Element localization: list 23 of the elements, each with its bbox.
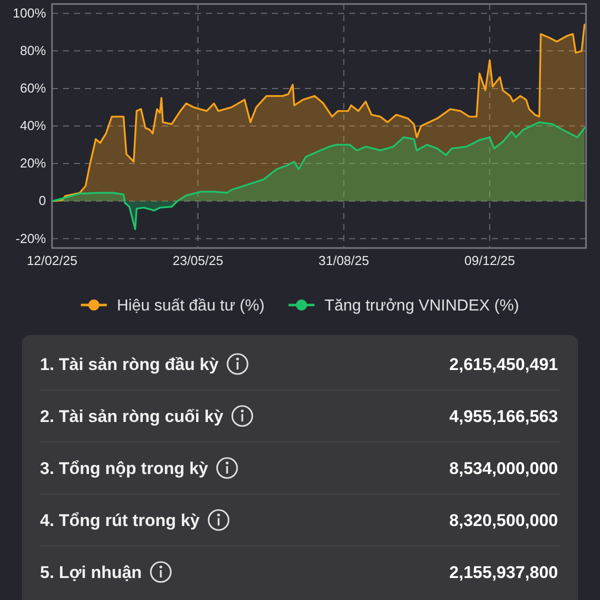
- text: 2,615,450,491: [449, 354, 558, 374]
- y-tick-label: 100%: [12, 6, 46, 21]
- y-tick-label: 60%: [20, 80, 46, 96]
- text: 2,155,937,800: [449, 562, 558, 582]
- x-tick-label: 23/05/25: [172, 253, 224, 268]
- category-label: 2. Tài sản ròng cuối kỳ: [40, 406, 224, 426]
- category-label: 3. Tổng nộp trong kỳ: [40, 458, 209, 478]
- category-label: 1. Tài sản ròng đầu kỳ: [40, 354, 220, 374]
- legend-label: Hiệu suất đầu tư (%): [116, 298, 265, 315]
- text: 8,534,000,000: [449, 458, 558, 478]
- x-tick-label: 12/02/25: [26, 253, 78, 268]
- y-tick-label: 20%: [20, 156, 46, 171]
- y-tick-label: 0: [38, 193, 46, 208]
- legend-label: Tăng trưởng VNINDEX (%): [324, 298, 520, 315]
- y-tick-label: 40%: [20, 118, 46, 134]
- text: 4,955,166,563: [449, 406, 558, 426]
- x-tick-label: 09/12/25: [464, 253, 516, 268]
- y-tick-label: 80%: [20, 43, 46, 58]
- y-tick-label: -20%: [16, 230, 46, 246]
- category-label: 5. Lợi nhuận: [40, 562, 142, 582]
- x-tick-label: 31/08/25: [318, 253, 370, 268]
- text: 8,320,500,000: [449, 510, 558, 530]
- category-label: 4. Tổng rút trong kỳ: [40, 510, 200, 530]
